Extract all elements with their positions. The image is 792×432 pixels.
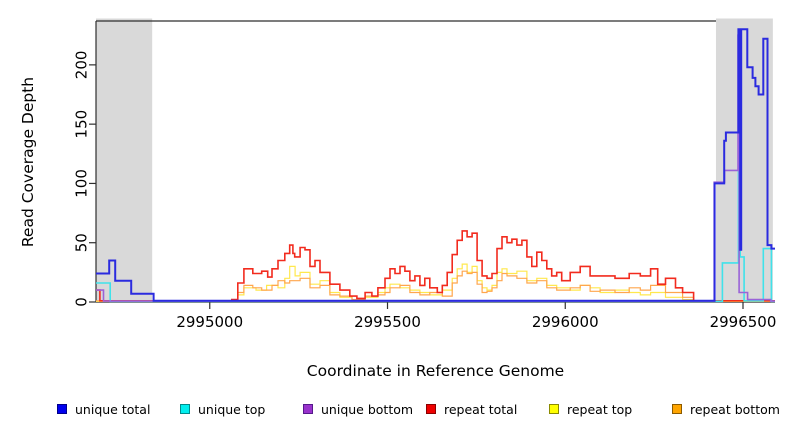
legend-swatch-icon: [672, 404, 682, 414]
y-tick-label: 50: [73, 233, 91, 252]
legend-item-unique-top: unique top: [180, 400, 265, 418]
series-unique-bottom: [96, 34, 775, 302]
legend-item-unique-bottom: unique bottom: [303, 400, 413, 418]
legend-item-unique-total: unique total: [57, 400, 150, 418]
legend-label: repeat top: [567, 401, 633, 417]
x-tick-label: 2996500: [710, 313, 777, 331]
x-tick-label: 2995000: [176, 313, 243, 331]
legend-item-repeat-total: repeat total: [426, 400, 517, 418]
legend-swatch-icon: [57, 404, 67, 414]
series-repeat-total: [96, 230, 775, 302]
legend-label: repeat bottom: [690, 401, 780, 417]
legend-swatch-icon: [180, 404, 190, 414]
y-tick-label: 200: [73, 51, 91, 80]
legend-label: unique total: [75, 401, 151, 417]
legend-label: unique bottom: [321, 401, 414, 417]
legend-swatch-icon: [426, 404, 436, 414]
shaded-region-0: [96, 18, 153, 302]
coverage-plot: 0 50 100 150 200 2995000 2995500 2996000 2996500: [73, 18, 777, 331]
legend-label: unique top: [198, 401, 266, 417]
y-tick-label: 0: [73, 297, 91, 307]
legend-swatch-icon: [549, 404, 559, 414]
y-tick-label: 150: [73, 110, 91, 139]
series-repeat-bottom: [96, 270, 775, 302]
legend: unique total unique top unique bottom repea…: [0, 400, 792, 424]
y-tick-label: 100: [73, 169, 91, 198]
x-axis-label: Coordinate in Reference Genome: [306, 362, 565, 380]
legend-item-repeat-top: repeat top: [549, 400, 632, 418]
series-unique-total: [96, 28, 775, 302]
x-tick-label: 2996000: [532, 313, 599, 331]
series-unique-top: [96, 36, 775, 303]
y-axis-label: Read Coverage Depth: [19, 76, 37, 248]
legend-label: repeat total: [444, 401, 518, 417]
x-tick-label: 2995500: [354, 313, 421, 331]
series-repeat-top: [96, 263, 775, 302]
legend-swatch-icon: [303, 404, 313, 414]
legend-item-repeat-bottom: repeat bottom: [672, 400, 780, 418]
